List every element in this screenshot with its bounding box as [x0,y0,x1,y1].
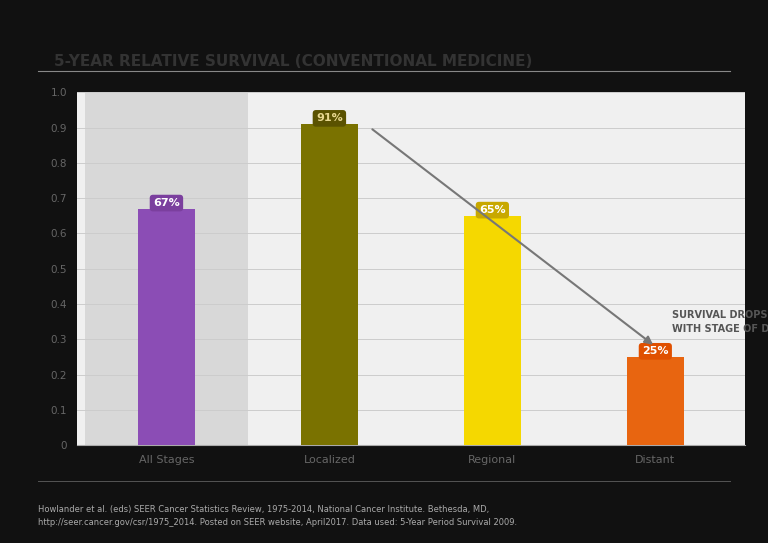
Bar [301,124,358,445]
Bar [627,357,684,445]
Bar [138,209,195,445]
Bar [464,216,521,445]
Text: 5-YEAR RELATIVE SURVIVAL (CONVENTIONAL MEDICINE): 5-YEAR RELATIVE SURVIVAL (CONVENTIONAL M… [54,54,532,70]
Text: 25%: 25% [642,346,669,356]
Text: 65%: 65% [479,205,505,215]
Text: 91%: 91% [316,113,343,123]
Text: SURVIVAL DROPS RAPIDLY
WITH STAGE OF DISEASE: SURVIVAL DROPS RAPIDLY WITH STAGE OF DIS… [672,310,768,334]
Text: Howlander et al. (eds) SEER Cancer Statistics Review, 1975-2014, National Cancer: Howlander et al. (eds) SEER Cancer Stati… [38,505,518,527]
Text: 67%: 67% [153,198,180,208]
Bar [85,92,248,445]
